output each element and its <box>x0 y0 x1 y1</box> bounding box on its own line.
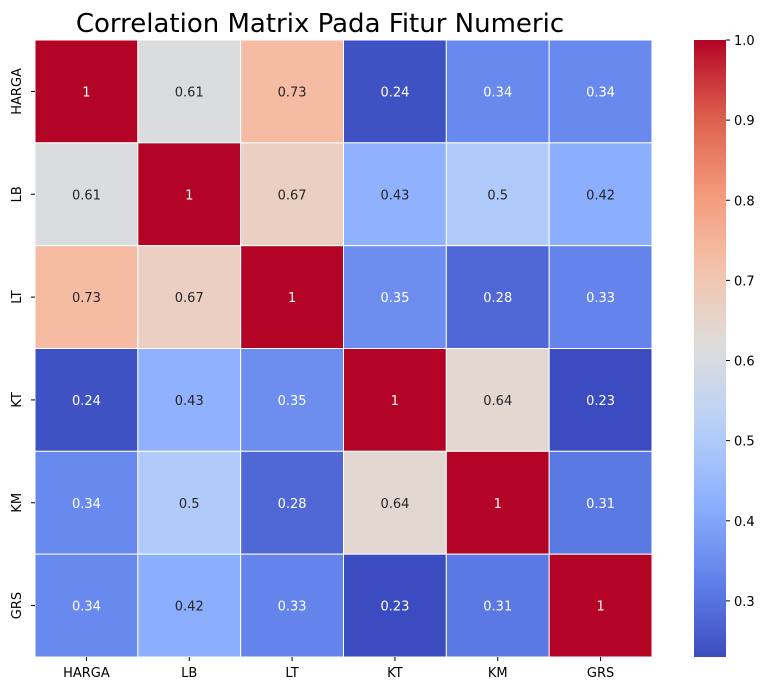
heatmap-cell <box>34 245 139 350</box>
cell-annotation: 0.64 <box>380 497 409 512</box>
heatmap-cell <box>548 450 653 555</box>
colorbar-tick-label: 0.6 <box>734 355 755 370</box>
y-tick-label: HARGA <box>10 68 25 115</box>
cell-annotation: 0.28 <box>278 497 307 512</box>
cell-annotation: 0.42 <box>175 600 204 615</box>
heatmap-cell <box>548 553 653 658</box>
colorbar-tick-label: 0.8 <box>734 194 755 209</box>
x-axis: HARGA LB LT KT KM GRS <box>63 657 614 681</box>
cell-annotation: 0.31 <box>586 497 615 512</box>
cell-annotation: 0.61 <box>175 85 204 100</box>
cell-annotation: 0.23 <box>380 600 409 615</box>
cell-annotation: 0.5 <box>179 497 200 512</box>
cell-annotation: 0.43 <box>380 188 409 203</box>
cell-annotations: 1 0.61 0.73 0.24 0.34 0.34 0.61 1 0.67 0.43 0.5 0.4… <box>72 85 615 614</box>
heatmap-cell <box>137 245 242 350</box>
cell-annotation: 0.73 <box>278 85 307 100</box>
cell-annotation: 0.35 <box>278 394 307 409</box>
cell-annotation: 1 <box>185 188 193 203</box>
cell-annotation: 0.23 <box>586 394 615 409</box>
cell-annotation: 0.34 <box>483 85 512 100</box>
cell-annotation: 0.34 <box>586 85 615 100</box>
heatmap-cells <box>34 39 653 658</box>
cell-annotation: 0.61 <box>72 188 101 203</box>
heatmap-cell <box>137 348 242 452</box>
heatmap-cell <box>137 39 242 144</box>
heatmap-cell <box>137 142 242 247</box>
heatmap-cell <box>343 245 447 350</box>
heatmap-cell <box>343 348 447 452</box>
colorbar-gradient <box>694 40 726 657</box>
heatmap-cell <box>34 450 139 555</box>
heatmap-cell <box>34 39 139 144</box>
heatmap-cell <box>445 553 550 658</box>
heatmap-cell <box>548 142 653 247</box>
cell-annotation: 0.73 <box>72 291 101 306</box>
heatmap-cell <box>240 450 345 555</box>
colorbar-tick-label: 1.0 <box>734 34 755 49</box>
cell-annotation: 1 <box>82 85 90 100</box>
cell-annotation: 0.5 <box>487 188 508 203</box>
x-tick-label: KM <box>488 666 508 681</box>
cell-annotation: 1 <box>391 394 399 409</box>
cell-annotation: 0.42 <box>586 188 615 203</box>
colorbar-tick-label: 0.3 <box>734 595 755 610</box>
heatmap-cell <box>34 348 139 452</box>
heatmap-cell <box>548 245 653 350</box>
cell-annotation: 0.43 <box>175 394 204 409</box>
x-tick-label: LB <box>181 666 197 681</box>
cell-annotation: 0.31 <box>483 600 512 615</box>
y-tick-label: LT <box>10 290 25 303</box>
cell-annotation: 0.24 <box>72 394 101 409</box>
y-tick-label: LB <box>10 186 25 202</box>
cell-annotation: 0.33 <box>586 291 615 306</box>
cell-annotation: 1 <box>494 497 502 512</box>
cell-annotation: 0.33 <box>278 600 307 615</box>
x-tick-label: GRS <box>587 666 614 681</box>
chart-title: Correlation Matrix Pada Fitur Numeric <box>76 9 564 39</box>
cell-annotation: 0.24 <box>380 85 409 100</box>
heatmap-cell <box>445 39 550 144</box>
cell-annotation: 0.35 <box>380 291 409 306</box>
cell-annotation: 0.64 <box>483 394 512 409</box>
heatmap-cell <box>34 553 139 658</box>
y-tick-label: KT <box>10 392 25 408</box>
y-tick-label: KM <box>10 493 25 513</box>
heatmap-cell <box>240 245 345 350</box>
colorbar-tick-label: 0.7 <box>734 274 755 289</box>
cell-annotation: 0.67 <box>175 291 204 306</box>
heatmap-cell <box>445 348 550 452</box>
x-tick-label: LT <box>285 666 298 681</box>
y-tick-label: GRS <box>10 592 25 619</box>
cell-annotation: 0.28 <box>483 291 512 306</box>
cell-annotation: 0.34 <box>72 497 101 512</box>
cell-annotation: 1 <box>596 600 604 615</box>
y-axis: HARGA LB LT KT KM GRS <box>10 68 35 619</box>
colorbar-tick-label: 0.4 <box>734 515 755 530</box>
colorbar-tick-label: 0.5 <box>734 435 755 450</box>
heatmap-cell <box>343 39 447 144</box>
colorbar-tick-label: 0.9 <box>734 114 755 129</box>
heatmap-cell <box>343 142 447 247</box>
heatmap-cell <box>240 39 345 144</box>
cell-annotation: 1 <box>288 291 296 306</box>
cell-annotation: 0.67 <box>278 188 307 203</box>
heatmap-cell <box>343 450 447 555</box>
heatmap-cell <box>548 348 653 452</box>
heatmap-cell <box>445 450 550 555</box>
x-tick-label: HARGA <box>63 666 110 681</box>
heatmap-cell <box>445 245 550 350</box>
cell-annotation: 0.34 <box>72 600 101 615</box>
x-tick-label: KT <box>387 666 403 681</box>
heatmap-cell <box>548 39 653 144</box>
colorbar: 0.3 0.4 0.5 0.6 0.7 0.8 0.9 1.0 <box>694 34 755 657</box>
heatmap-cell <box>240 348 345 452</box>
